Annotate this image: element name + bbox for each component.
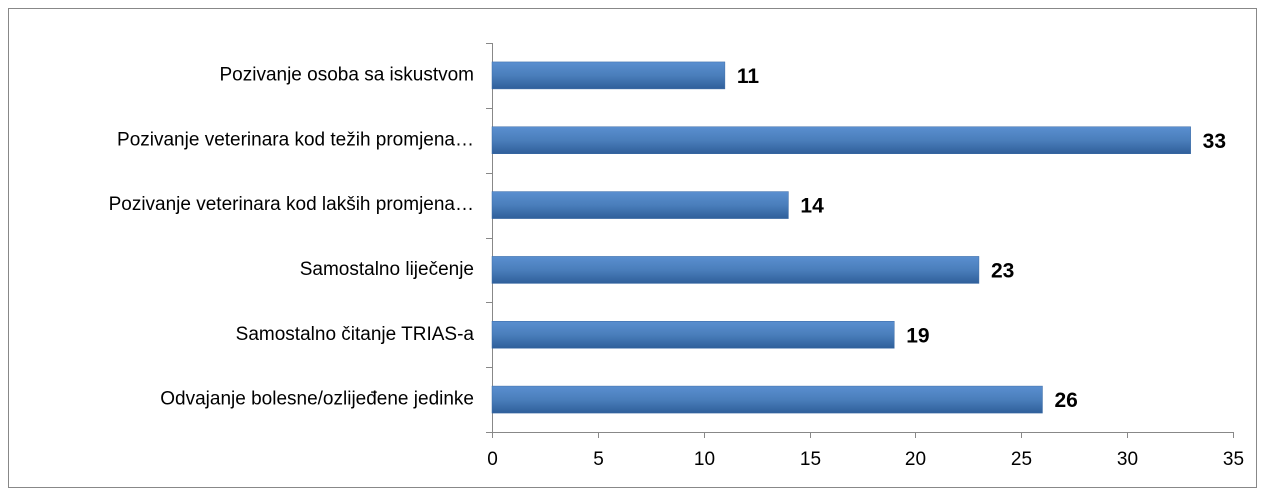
bar [491,61,726,90]
y-tick-label: Odvajanje bolesne/ozlijeđene jedinke [160,389,474,410]
bar [491,385,1043,414]
bar [491,126,1191,154]
y-tick-label: Pozivanje osoba sa iskustvom [219,64,474,85]
bar [491,321,895,349]
y-tick-label: Pozivanje veterinara kod težih promjena… [117,129,474,150]
y-tick-label: Samostalno čitanje TRIAS-a [236,324,475,345]
data-label: 14 [800,195,824,218]
data-label: 33 [1203,130,1226,153]
y-tick-label: Pozivanje veterinara kod lakših promjena… [109,194,474,215]
data-label: 26 [1054,389,1077,412]
data-label: 11 [737,65,760,88]
bar [491,256,980,284]
x-tick-label: 25 [1011,449,1032,470]
data-label: 19 [906,324,929,347]
y-tick-label: Samostalno liječenje [300,259,474,280]
x-tick-label: 10 [694,449,715,470]
bar [491,191,789,219]
x-tick-label: 15 [800,449,821,470]
x-tick-label: 5 [593,449,604,470]
data-label: 23 [991,259,1014,282]
x-tick-label: 35 [1223,449,1244,470]
x-tick-label: 0 [487,449,498,470]
x-tick-label: 20 [905,449,926,470]
x-tick-label: 30 [1117,449,1138,470]
